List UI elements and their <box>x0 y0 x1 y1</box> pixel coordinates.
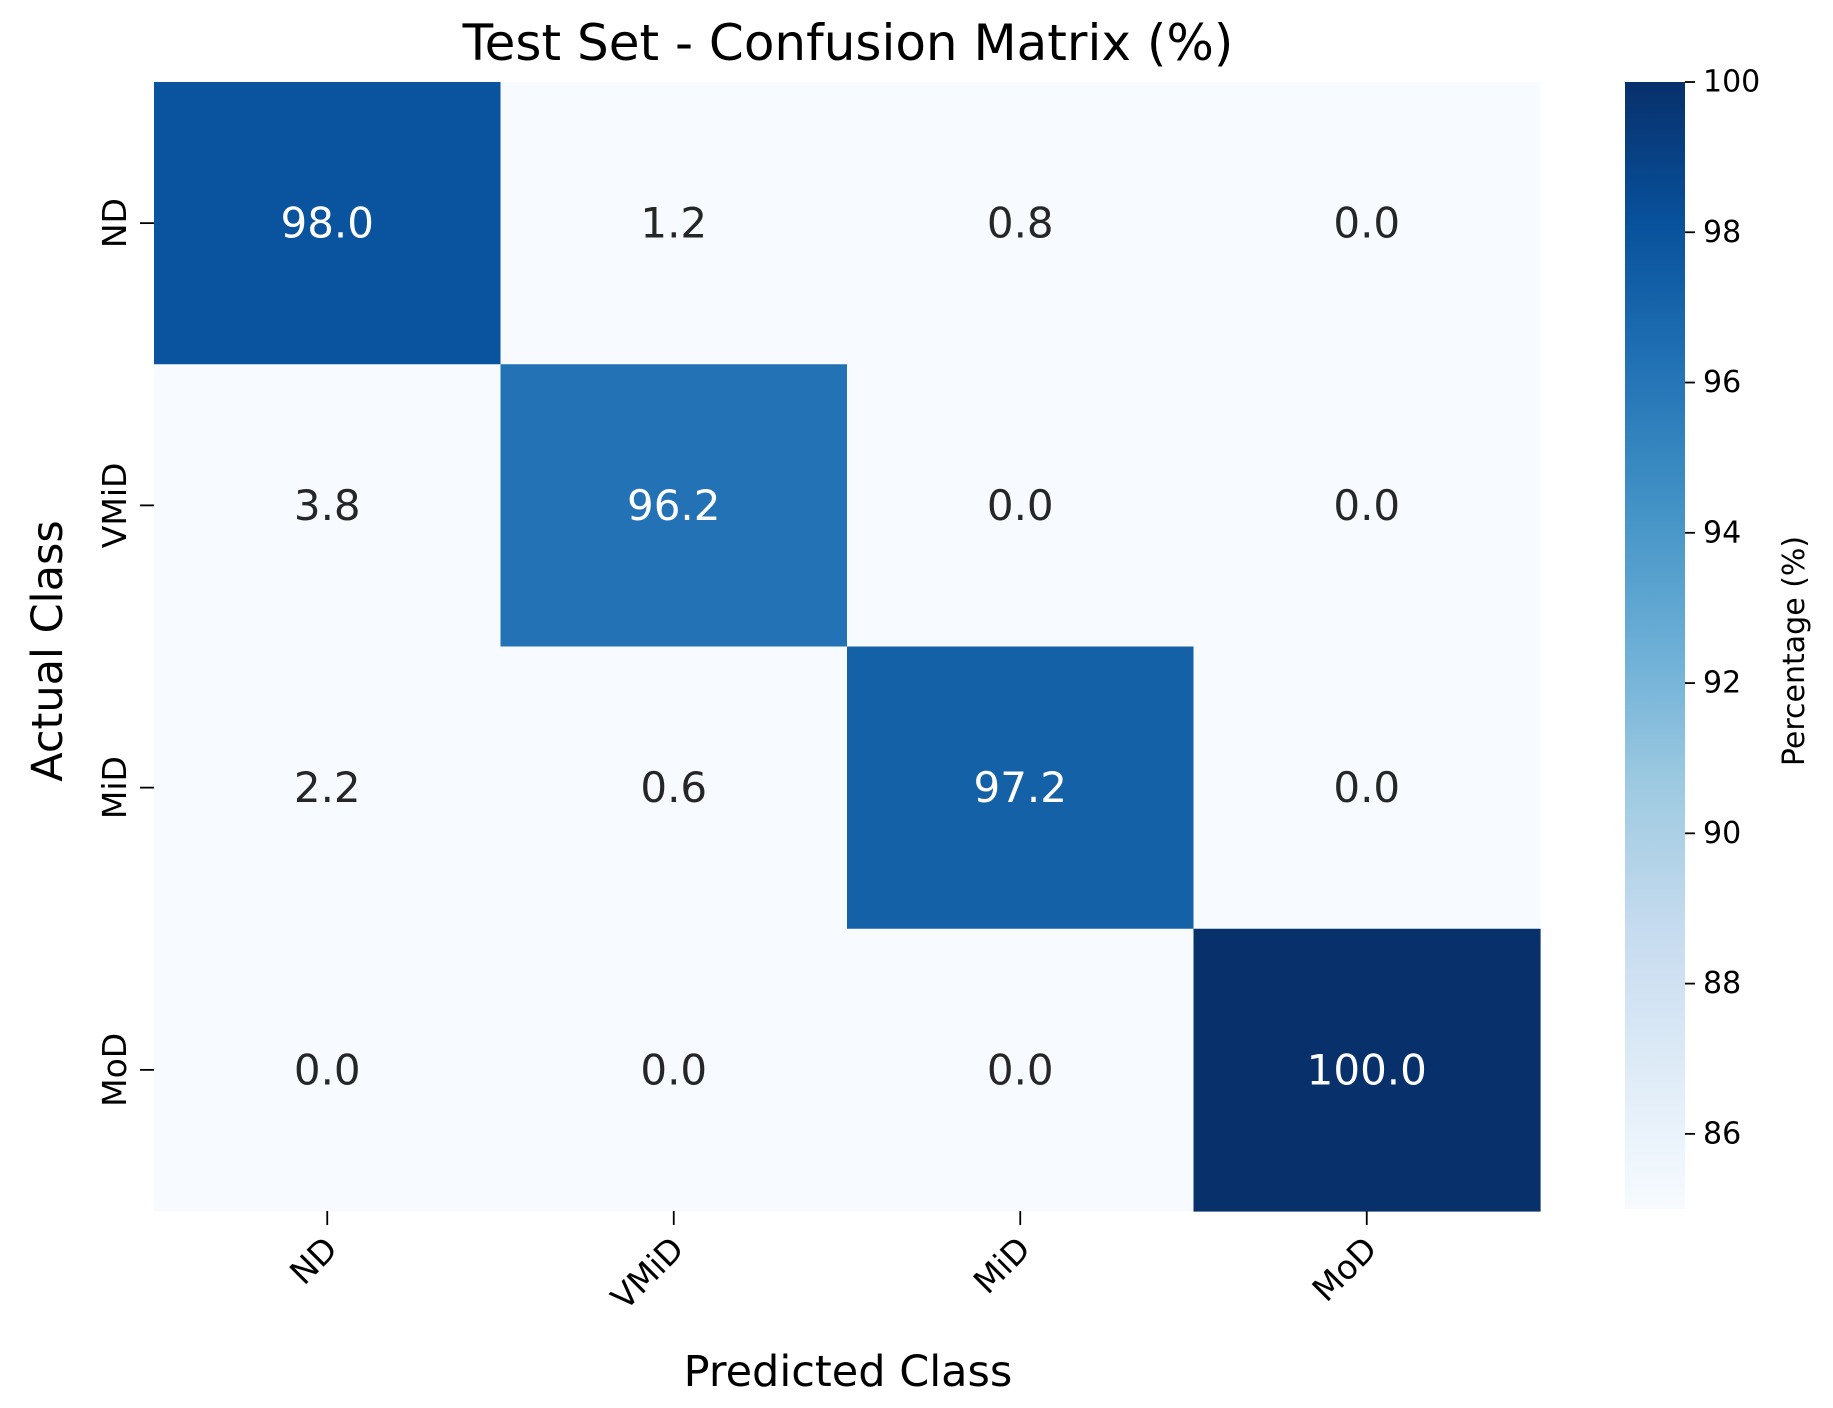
cell-value-label: 100.0 <box>1307 1045 1427 1094</box>
heatmap-cell <box>500 646 848 930</box>
heatmap-cell <box>847 364 1195 648</box>
cell-value-label: 3.8 <box>294 481 361 530</box>
colorbar-label: Percentage (%) <box>1777 536 1812 766</box>
cell-value-label: 2.2 <box>294 763 361 812</box>
colorbar-tick-label: 94 <box>1703 515 1741 550</box>
cell-value-label: 0.0 <box>1333 481 1400 530</box>
y-tick-label: MiD <box>95 756 134 819</box>
heatmap-cell-labels: 98.0 1.2 0.8 0.0 3.8 96.2 0.0 0.0 2.2 0.6 97.2 0.0 0… <box>280 199 1426 1095</box>
cell-value-label: 0.0 <box>1333 199 1400 248</box>
colorbar-tick-label: 100 <box>1703 65 1760 100</box>
cell-value-label: 0.0 <box>640 1045 707 1094</box>
y-axis-label: Actual Class <box>23 520 73 782</box>
heatmap-cell <box>1193 364 1541 648</box>
heatmap-cells <box>154 82 1541 1212</box>
colorbar-tick-label: 88 <box>1703 966 1741 1001</box>
heatmap-cell <box>500 364 848 648</box>
colorbar-tick-label: 86 <box>1703 1116 1741 1151</box>
y-tick-label: ND <box>95 198 134 248</box>
x-tick-label: ND <box>282 1229 345 1292</box>
heatmap-cell <box>1193 646 1541 930</box>
colorbar-tick-label: 98 <box>1703 215 1741 250</box>
y-tick-label: MoD <box>95 1033 134 1107</box>
heatmap-cell <box>847 646 1195 930</box>
heatmap-cell <box>1193 82 1541 365</box>
cell-value-label: 0.0 <box>294 1045 361 1094</box>
cell-value-label: 0.0 <box>987 481 1054 530</box>
cell-value-label: 0.8 <box>987 199 1054 248</box>
heatmap-cell <box>154 646 502 930</box>
cell-value-label: 96.2 <box>627 481 721 530</box>
x-axis-ticks: ND VMiD MiD MoD <box>282 1211 1384 1317</box>
heatmap-cell <box>500 928 848 1212</box>
heatmap-cell <box>847 82 1195 365</box>
x-tick-label: MiD <box>966 1229 1038 1301</box>
cell-value-label: 0.6 <box>640 763 707 812</box>
cell-value-label: 0.0 <box>1333 763 1400 812</box>
cell-value-label: 98.0 <box>280 199 374 248</box>
cell-value-label: 97.2 <box>973 763 1067 812</box>
x-axis-label: Predicted Class <box>684 1347 1013 1397</box>
chart-title: Test Set - Confusion Matrix (%) <box>462 14 1234 72</box>
colorbar-tick-label: 92 <box>1703 666 1741 701</box>
heatmap-cell <box>1193 928 1541 1212</box>
colorbar <box>1625 82 1685 1209</box>
cell-value-label: 0.0 <box>987 1045 1054 1094</box>
heatmap-cell <box>847 928 1195 1212</box>
colorbar-tick-label: 96 <box>1703 365 1741 400</box>
colorbar-ticks: 86 88 90 92 94 96 98 100 <box>1685 65 1760 1151</box>
heatmap-cell <box>500 82 848 365</box>
x-tick-label: VMiD <box>603 1229 691 1317</box>
cell-value-label: 1.2 <box>640 199 707 248</box>
heatmap-cell <box>154 364 502 648</box>
colorbar-tick-label: 90 <box>1703 816 1741 851</box>
y-tick-label: VMiD <box>95 463 134 549</box>
y-axis-ticks: ND VMiD MiD MoD <box>95 198 154 1107</box>
x-tick-label: MoD <box>1304 1229 1384 1309</box>
heatmap-cell <box>154 82 502 365</box>
heatmap-cell <box>154 928 502 1212</box>
